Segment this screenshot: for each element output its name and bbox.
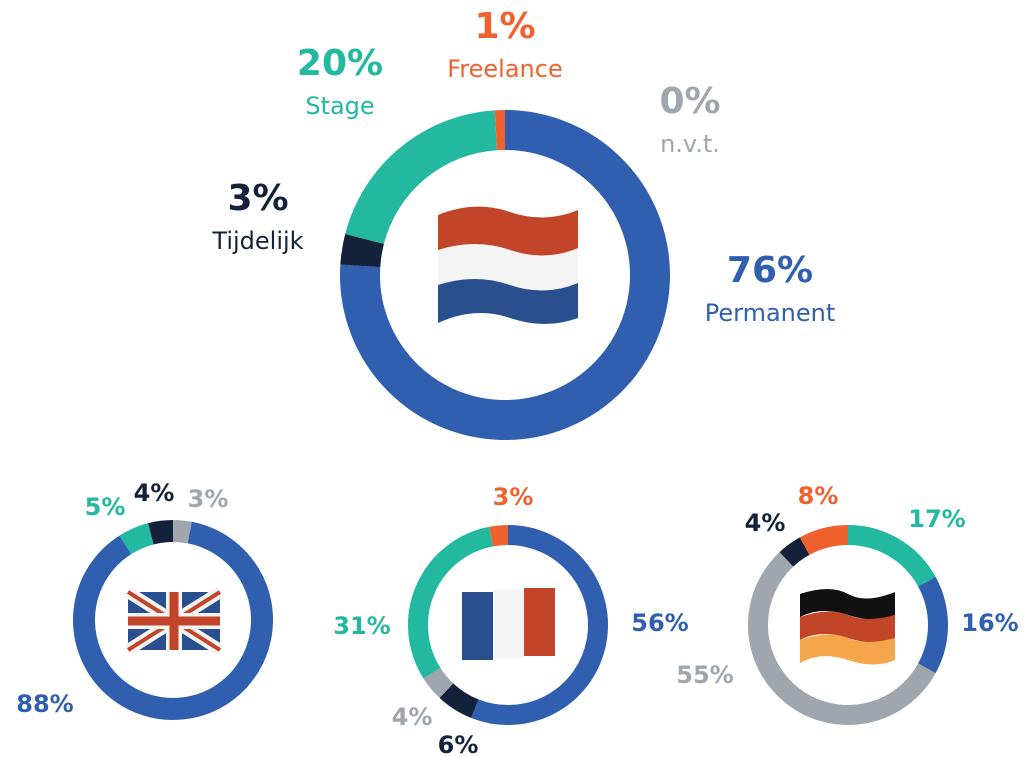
value-label: 3% (188, 485, 229, 513)
category-label: Stage (305, 92, 374, 120)
value-label: 4% (134, 479, 175, 507)
value-label: 8% (798, 482, 839, 510)
value-label: 0% (659, 81, 720, 122)
donut-segment (847, 525, 936, 587)
value-label: 4% (745, 509, 786, 537)
value-label: 16% (961, 609, 1018, 637)
value-label: 3% (493, 483, 534, 511)
value-label: 5% (85, 493, 126, 521)
donut-segment (471, 525, 608, 725)
donut-segment (489, 525, 509, 547)
value-label: 3% (227, 178, 288, 219)
donut-segment (340, 110, 670, 440)
donut-segment (119, 523, 154, 555)
donut-segment (340, 233, 385, 268)
value-label: 1% (474, 6, 535, 47)
donut-segment (345, 110, 498, 245)
value-label: 88% (16, 690, 73, 718)
donut-segment (73, 521, 273, 720)
donut-segment (748, 552, 936, 725)
donut-segment (799, 525, 849, 556)
value-label: 4% (392, 703, 433, 731)
flag-uk (124, 586, 224, 656)
donut-segment (779, 537, 810, 567)
flag-nl (438, 206, 578, 324)
value-label: 31% (333, 612, 390, 640)
flag-fr (462, 588, 555, 660)
value-label: 17% (908, 505, 965, 533)
donut-segment (172, 520, 192, 544)
category-label: Permanent (705, 299, 836, 327)
donut-segment (408, 526, 494, 679)
flag-de (800, 589, 895, 665)
value-label: 76% (727, 250, 813, 291)
value-label: 56% (631, 609, 688, 637)
value-label: 20% (297, 43, 383, 84)
donut-segment (423, 667, 454, 698)
value-label: 6% (438, 731, 479, 757)
category-label: Freelance (447, 55, 562, 83)
donut-segment (148, 520, 174, 545)
value-label: 55% (676, 661, 733, 689)
donut-segment (439, 683, 479, 718)
category-label: n.v.t. (660, 130, 720, 158)
donut-segment (917, 576, 948, 674)
category-label: Tijdelijk (211, 227, 303, 255)
